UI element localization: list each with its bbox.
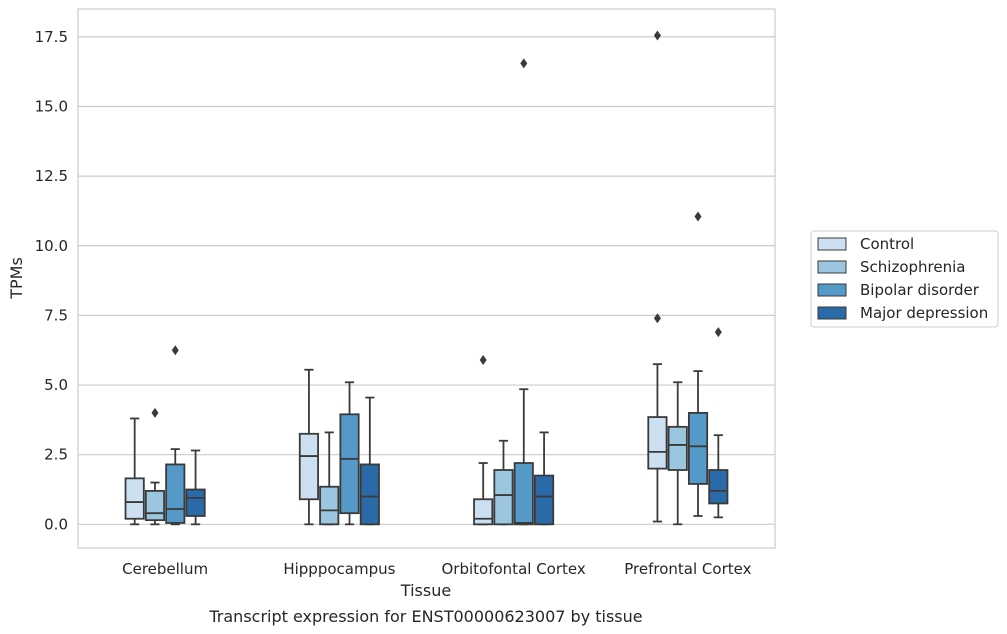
iqr-box bbox=[667, 425, 688, 471]
box-bipolar-disorder bbox=[339, 381, 360, 526]
box-control bbox=[473, 354, 494, 526]
legend-label: Major depression bbox=[860, 304, 988, 322]
box-schizophrenia bbox=[493, 439, 514, 526]
outlier-marker bbox=[479, 354, 487, 365]
y-axis-label: TPMs bbox=[7, 257, 26, 300]
iqr-box bbox=[647, 416, 668, 470]
iqr-box bbox=[339, 413, 360, 515]
iqr-box bbox=[319, 485, 340, 526]
iqr-box bbox=[513, 462, 534, 526]
x-tick-label: Hipppocampus bbox=[283, 560, 395, 578]
y-tick-label: 15.0 bbox=[35, 97, 68, 115]
x-tick-labels: Cerebellum Hipppocampus Orbitofontal Corte… bbox=[122, 560, 751, 578]
legend-frame bbox=[810, 230, 999, 328]
legend-swatch bbox=[817, 237, 847, 251]
legend-label: Bipolar disorder bbox=[860, 281, 980, 299]
box-plots bbox=[124, 30, 729, 526]
box-major-depression bbox=[185, 449, 206, 526]
x-tick-label: Orbitofontal Cortex bbox=[442, 560, 586, 578]
y-tick-labels: 0.0 2.5 5.0 7.5 10.0 12.5 15.0 17.5 bbox=[35, 28, 68, 533]
legend-swatch bbox=[817, 306, 847, 320]
outlier-marker bbox=[151, 407, 159, 418]
legend-swatch bbox=[817, 260, 847, 274]
y-tick-label: 12.5 bbox=[35, 167, 68, 185]
outlier-marker bbox=[171, 345, 179, 356]
iqr-box bbox=[298, 432, 319, 501]
chart-caption: Transcript expression for ENST0000062300… bbox=[208, 607, 642, 626]
y-tick-label: 17.5 bbox=[35, 28, 68, 46]
box-schizophrenia bbox=[319, 431, 340, 526]
box-bipolar-disorder bbox=[513, 58, 534, 526]
iqr-box bbox=[165, 463, 186, 524]
outlier-marker bbox=[714, 327, 722, 338]
y-tick-label: 7.5 bbox=[44, 306, 68, 324]
box-schizophrenia bbox=[667, 381, 688, 526]
iqr-box bbox=[493, 469, 514, 526]
outlier-marker bbox=[520, 58, 528, 69]
box-control bbox=[124, 417, 145, 526]
iqr-box bbox=[144, 489, 166, 522]
outlier-marker bbox=[694, 211, 702, 222]
iqr-box bbox=[534, 474, 555, 526]
y-tick-label: 2.5 bbox=[44, 446, 68, 464]
box-bipolar-disorder bbox=[687, 211, 709, 517]
y-tick-label: 0.0 bbox=[44, 515, 68, 533]
box-major-depression bbox=[359, 396, 380, 526]
outlier-marker bbox=[653, 313, 661, 324]
box-schizophrenia bbox=[144, 407, 166, 526]
y-tick-label: 5.0 bbox=[44, 376, 68, 394]
x-tick-label: Cerebellum bbox=[122, 560, 208, 578]
box-major-depression bbox=[534, 431, 555, 526]
iqr-box bbox=[473, 498, 494, 526]
iqr-box bbox=[185, 488, 206, 517]
iqr-box bbox=[359, 463, 380, 526]
iqr-box bbox=[124, 477, 145, 520]
legend-label: Control bbox=[860, 235, 914, 253]
y-tick-label: 10.0 bbox=[35, 237, 68, 255]
legend-label: Schizophrenia bbox=[860, 258, 965, 276]
x-axis-label: Tissue bbox=[400, 581, 451, 600]
x-tick-label: Prefrontal Cortex bbox=[624, 560, 751, 578]
iqr-box bbox=[708, 469, 729, 505]
box-control bbox=[647, 30, 668, 523]
legend-swatch bbox=[817, 283, 847, 297]
box-control bbox=[298, 368, 319, 526]
outlier-marker bbox=[653, 30, 661, 41]
box-major-depression bbox=[708, 327, 729, 519]
box-bipolar-disorder bbox=[165, 345, 186, 526]
iqr-box bbox=[687, 412, 709, 485]
legend: Control Schizophrenia Bipolar disorder Majo… bbox=[810, 230, 999, 328]
